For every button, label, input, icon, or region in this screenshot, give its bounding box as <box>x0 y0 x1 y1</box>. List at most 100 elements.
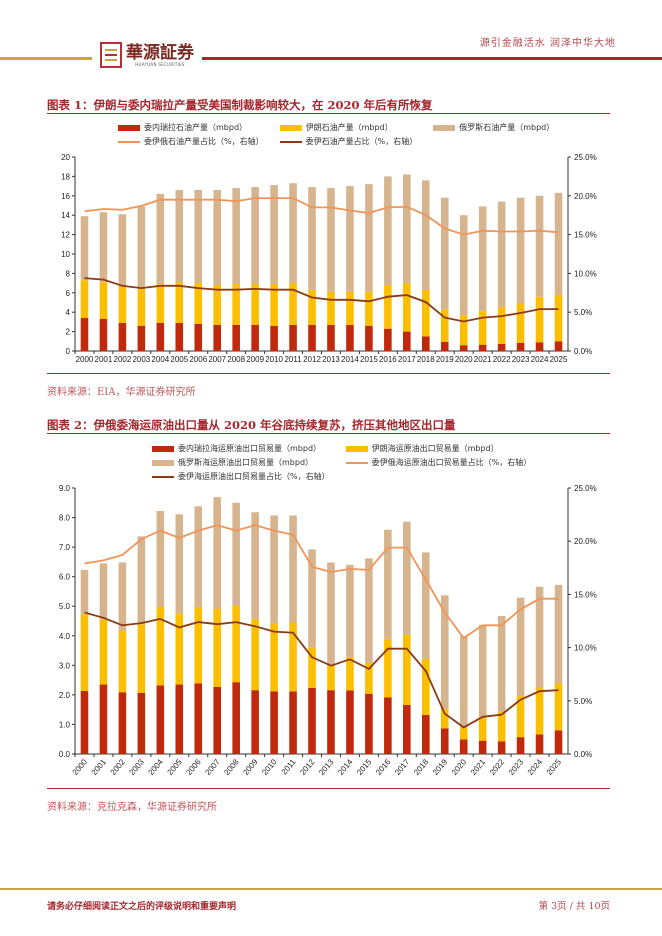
bar-iran <box>516 696 525 738</box>
bar-russia <box>365 184 373 292</box>
y2-tick-label: 10.0% <box>574 269 597 278</box>
bar-venezuela <box>535 342 544 351</box>
x-tick-label: 2023 <box>507 757 526 777</box>
bar-russia <box>118 214 127 287</box>
bar-venezuela <box>365 325 373 351</box>
bar-russia <box>99 212 108 283</box>
bar-venezuela <box>99 318 108 351</box>
header-red-line <box>202 57 662 60</box>
legend-swatch <box>345 445 368 452</box>
y-tick-label: 3.0 <box>59 661 71 670</box>
bar-iran <box>403 634 411 705</box>
y-tick-label: 4.0 <box>59 632 71 641</box>
bar-russia <box>194 189 203 284</box>
bar-venezuela <box>365 693 373 754</box>
legend-label: 委内瑞拉海运原油出口贸易量（mbpd） <box>178 444 322 453</box>
bar-venezuela <box>213 686 222 754</box>
bar-venezuela <box>554 730 563 754</box>
y2-tick-label: 25.0% <box>574 153 597 162</box>
legend-swatch <box>152 445 174 452</box>
x-tick-label: 2015 <box>355 757 374 777</box>
legend-swatch <box>279 140 302 143</box>
legend-swatch <box>152 459 174 466</box>
y-tick-label: 9.0 <box>59 484 71 493</box>
header-gold-line <box>0 57 92 60</box>
x-tick-label: 2003 <box>132 355 150 364</box>
legend-label: 委伊石油产量占比（%，右轴） <box>305 137 418 146</box>
x-tick-label: 2021 <box>474 355 492 364</box>
figure-2-chart: 0.0 1.0 2.0 3.0 4.0 5.0 6.0 7.0 8.0 9.0 0.0% 5.0% 10… <box>59 484 597 777</box>
bar-russia <box>346 186 354 292</box>
x-tick-label: 2008 <box>227 355 245 364</box>
legend-item: 委伊石油产量占比（%，右轴） <box>279 136 418 147</box>
bar-iran <box>232 605 240 683</box>
x-tick-label: 2025 <box>550 355 568 364</box>
bar-iran <box>535 296 544 343</box>
bar-iran <box>251 619 259 691</box>
x-tick-label: 2009 <box>241 757 260 777</box>
bar-iran <box>478 311 487 345</box>
bar-venezuela <box>80 691 89 754</box>
y2-tick-label: 15.0% <box>574 231 597 240</box>
bar-russia <box>327 188 335 292</box>
bar-russia <box>80 569 89 615</box>
bar-venezuela <box>270 325 278 351</box>
bar-venezuela <box>403 704 411 754</box>
figure-2-title: 图表 2：伊俄委海运原油出口量从 2020 年谷底持续复苏，挤压其他地区出口量 <box>47 418 456 432</box>
bar-venezuela <box>497 343 506 351</box>
bar-iran <box>440 309 449 342</box>
x-tick-label: 2022 <box>488 757 507 777</box>
bar-venezuela <box>516 342 525 351</box>
bar-iran <box>308 289 316 325</box>
legend-label: 委伊海运原油出口贸易量占比（%，右轴） <box>178 472 330 481</box>
bar-iran <box>137 288 146 326</box>
bar-russia <box>308 549 316 648</box>
bar-iran <box>384 638 392 698</box>
legend-item: 伊朗石油产量（mbpd） <box>279 122 418 133</box>
bar-russia <box>232 188 240 285</box>
x-tick-label: 2007 <box>203 757 222 777</box>
bar-venezuela <box>80 318 89 351</box>
bar-russia <box>440 197 449 310</box>
bar-venezuela <box>156 322 165 351</box>
bar-venezuela <box>403 331 411 351</box>
bar-iran <box>99 282 108 319</box>
figure-1-title: 图表 1：伊朗与委内瑞拉产量受美国制裁影响较大，在 2020 年后有所恢复 <box>47 98 433 112</box>
x-tick-label: 2008 <box>222 757 241 777</box>
bar-russia <box>440 595 449 710</box>
bar-iran <box>289 622 297 692</box>
legend-label: 委伊俄石油产量占比（%，右轴） <box>144 137 264 146</box>
bar-venezuela <box>175 684 184 754</box>
bar-venezuela <box>194 683 203 754</box>
x-tick-label: 2016 <box>374 757 393 777</box>
bar-venezuela <box>308 324 316 351</box>
bar-venezuela <box>459 345 468 351</box>
bar-iran <box>99 619 108 685</box>
x-tick-label: 2001 <box>95 355 113 364</box>
y-tick-label: 2 <box>66 328 71 337</box>
bar-russia <box>459 215 468 316</box>
legend-item: 伊朗海运原油出口贸易量（mbpd） <box>345 443 532 454</box>
bar-iran <box>554 683 563 731</box>
bar-venezuela <box>459 739 468 754</box>
bar-iran <box>251 284 259 325</box>
y2-tick-label: 15.0% <box>574 590 597 599</box>
bar-venezuela <box>421 714 430 754</box>
bar-iran <box>194 283 203 324</box>
x-tick-label: 2019 <box>436 355 454 364</box>
bar-venezuela <box>327 690 335 754</box>
bar-venezuela <box>384 697 392 754</box>
legend-label: 委内瑞拉石油产量（mbpd） <box>144 123 248 132</box>
figure-1-title-rule <box>47 113 610 114</box>
y2-tick-label: 10.0% <box>574 644 597 653</box>
x-tick-label: 2017 <box>393 757 412 777</box>
bar-iran <box>270 623 278 692</box>
bar-russia <box>118 562 127 632</box>
footer-gold-line <box>0 888 662 890</box>
bar-iran <box>213 608 222 687</box>
bar-iran <box>118 631 127 693</box>
bar-russia <box>421 180 430 290</box>
bar-iran <box>232 284 240 325</box>
y-tick-label: 18 <box>61 172 70 181</box>
